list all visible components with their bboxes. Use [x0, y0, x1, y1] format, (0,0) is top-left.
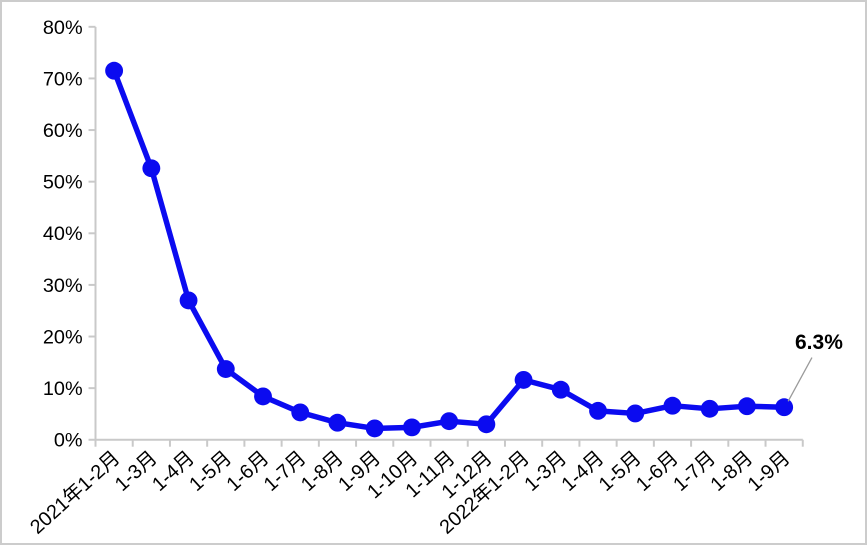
x-axis-label: 1-3月	[520, 447, 571, 496]
data-point-11	[514, 370, 533, 389]
x-axis-label: 1-7月	[669, 447, 720, 496]
data-point-6	[328, 413, 347, 432]
x-axis-label: 1-8月	[706, 447, 757, 496]
data-point-9	[440, 412, 459, 431]
data-point-10	[477, 415, 496, 434]
y-tick-label: 20%	[43, 326, 83, 348]
y-tick-label: 50%	[43, 172, 83, 194]
data-point-18	[775, 398, 794, 417]
last-point-value-label: 6.3%	[795, 331, 843, 354]
y-tick-label: 70%	[43, 68, 83, 90]
x-axis-label: 1-5月	[595, 447, 646, 496]
x-axis-label: 1-9月	[744, 447, 795, 496]
data-point-17	[737, 397, 756, 416]
x-axis-label: 1-7月	[260, 447, 311, 496]
data-point-5	[291, 403, 310, 422]
y-tick-label: 30%	[43, 275, 83, 297]
data-point-15	[663, 396, 682, 415]
data-point-3	[216, 360, 235, 378]
annotation-leader-line	[787, 357, 813, 402]
series-line	[111, 67, 787, 432]
x-axis-label: 1-3月	[111, 447, 162, 496]
x-axis-label: 2021年1-2月	[26, 447, 124, 539]
y-tick-label: 40%	[43, 223, 83, 245]
y-tick-label: 60%	[43, 120, 83, 142]
data-point-1	[142, 159, 161, 178]
data-point-0	[105, 61, 124, 80]
data-point-4	[254, 387, 272, 406]
x-axis-label: 1-6月	[632, 447, 683, 496]
x-axis-label: 1-6月	[223, 447, 274, 496]
data-point-13	[589, 401, 607, 420]
data-point-16	[700, 399, 719, 418]
y-tick-label: 0%	[54, 430, 83, 452]
x-axis-label: 1-4月	[558, 447, 609, 496]
data-point-14	[626, 404, 645, 423]
y-tick-label: 80%	[43, 17, 83, 39]
x-axis-label: 1-8月	[297, 447, 348, 496]
y-tick-label: 10%	[43, 378, 83, 400]
data-point-8	[402, 418, 421, 437]
x-axis-label: 1-4月	[148, 447, 199, 496]
x-axis-label: 1-5月	[185, 447, 236, 496]
data-point-7	[365, 419, 384, 438]
data-point-2	[179, 291, 198, 310]
data-point-12	[551, 380, 570, 399]
